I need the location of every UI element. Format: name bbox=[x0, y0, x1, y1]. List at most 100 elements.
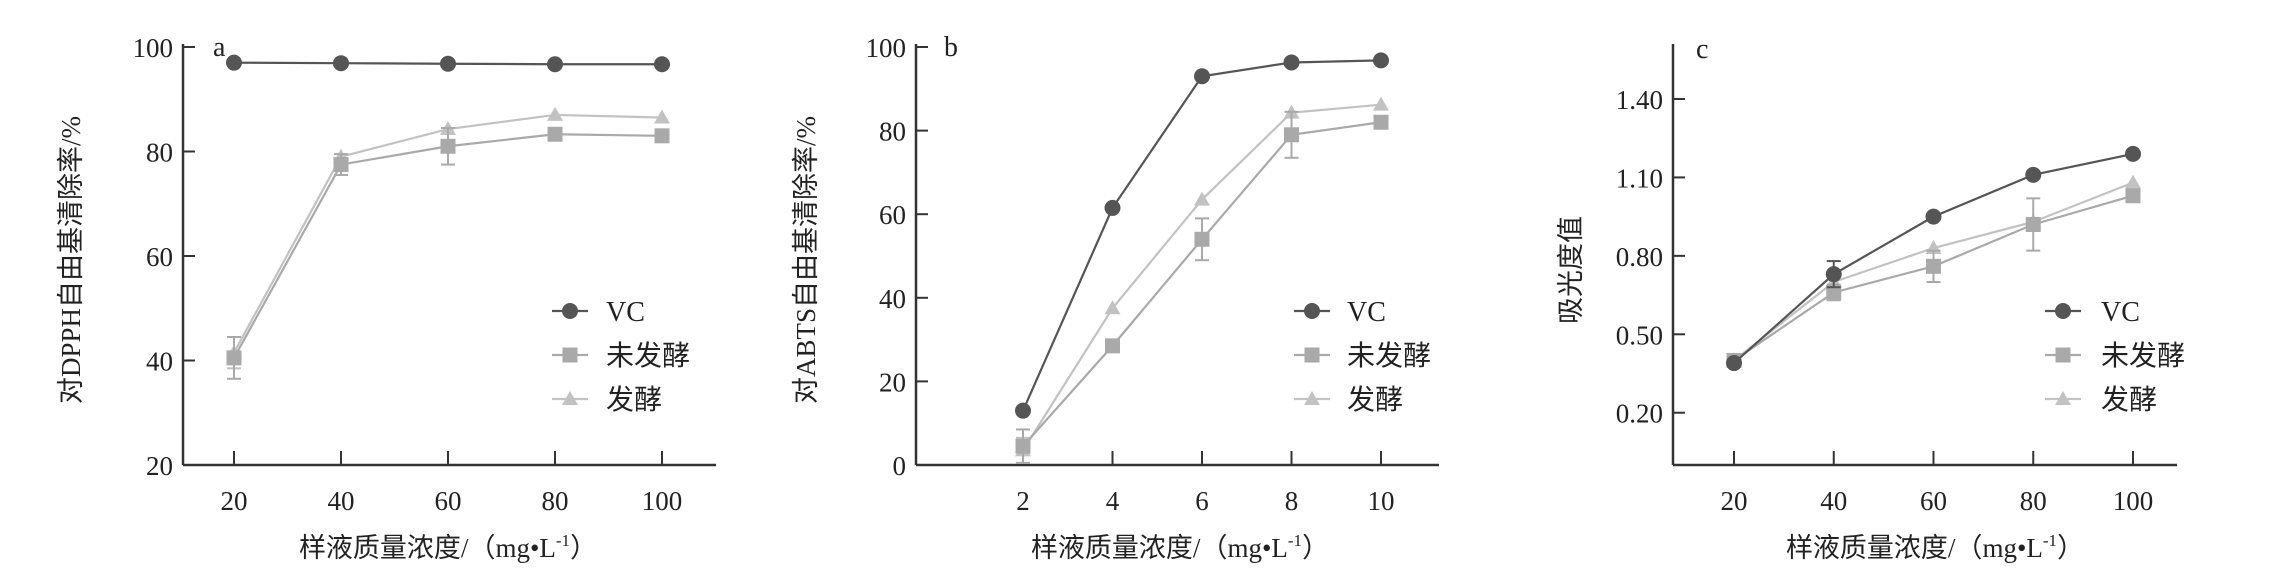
y-tick-label: 1.10 bbox=[1616, 163, 1663, 193]
data-point bbox=[226, 54, 242, 71]
data-point bbox=[1826, 284, 1842, 300]
x-tick-label: 40 bbox=[1820, 486, 1847, 516]
data-point bbox=[654, 56, 670, 73]
y-axis-title: 对ABTS自由基清除率/% bbox=[791, 116, 821, 404]
legend-marker bbox=[1304, 303, 1320, 319]
series-1 bbox=[226, 126, 670, 380]
legend-marker bbox=[2055, 391, 2071, 405]
x-tick-label: 100 bbox=[2113, 486, 2154, 516]
x-tick-label: 80 bbox=[542, 486, 569, 516]
legend-label-fermented: 发酵 bbox=[2101, 384, 2157, 416]
y-tick-label: 40 bbox=[879, 284, 906, 314]
legend-label-vc: VC bbox=[1347, 297, 1386, 328]
x-tick-label: 8 bbox=[1285, 486, 1299, 516]
chart-c-absorbance: c 吸光度值 样液质量浓度/（mg•L-1） VC 未发酵 发酵 0.20 0.5… bbox=[1556, 34, 2185, 563]
data-point bbox=[440, 55, 456, 72]
data-point bbox=[2125, 145, 2141, 162]
data-point bbox=[440, 138, 456, 154]
data-point bbox=[1104, 199, 1121, 216]
data-point bbox=[2025, 166, 2042, 183]
data-point bbox=[2025, 216, 2041, 232]
legend-marker bbox=[562, 347, 578, 363]
data-point bbox=[1926, 258, 1941, 274]
data-point bbox=[333, 55, 349, 72]
data-point bbox=[654, 128, 670, 144]
series-line bbox=[233, 133, 663, 359]
x-tick-label: 2 bbox=[1016, 486, 1030, 516]
data-point bbox=[1726, 355, 1742, 372]
series-0 bbox=[1726, 145, 2141, 372]
y-tick-label: 20 bbox=[146, 451, 173, 481]
x-tick-label: 40 bbox=[328, 486, 355, 516]
y-tick-label: 0 bbox=[893, 451, 907, 481]
data-point bbox=[1105, 338, 1120, 354]
data-point bbox=[1015, 402, 1031, 419]
legend-marker bbox=[1304, 347, 1320, 363]
panel-label: a bbox=[213, 32, 226, 63]
legend-marker bbox=[1304, 391, 1320, 405]
data-point bbox=[1104, 300, 1121, 315]
y-tick-label: 20 bbox=[879, 367, 906, 397]
data-point bbox=[333, 157, 349, 173]
y-tick-label: 100 bbox=[866, 33, 907, 63]
series-0 bbox=[226, 54, 670, 73]
legend-label-fermented: 发酵 bbox=[1347, 384, 1403, 416]
panel-label: b bbox=[944, 32, 958, 63]
legend-marker bbox=[562, 303, 578, 319]
data-point bbox=[1925, 208, 1942, 225]
series-2 bbox=[1015, 96, 1389, 464]
data-point bbox=[1015, 438, 1031, 454]
data-point bbox=[1373, 52, 1389, 69]
legend-label-unfermented: 未发酵 bbox=[2101, 340, 2185, 372]
y-tick-label: 0.80 bbox=[1616, 242, 1663, 272]
chart-a-dpph: a 对DPPH自由基清除率/% 样液质量浓度/（mg•L-1） VC 未发酵 发… bbox=[56, 32, 716, 563]
data-point bbox=[547, 106, 563, 121]
chart-b-abts: b 对ABTS自由基清除率/% 样液质量浓度/（mg•L-1） VC 未发酵 发… bbox=[791, 32, 1439, 563]
x-axis-title: 样液质量浓度/（mg•L-1） bbox=[1031, 531, 1329, 563]
legend-label-vc: VC bbox=[2101, 297, 2140, 328]
x-axis-title: 样液质量浓度/（mg•L-1） bbox=[299, 531, 597, 563]
legend-label-unfermented: 未发酵 bbox=[606, 340, 690, 372]
data-point bbox=[1373, 96, 1389, 111]
y-tick-label: 80 bbox=[879, 117, 906, 147]
data-point bbox=[654, 109, 670, 124]
series-0 bbox=[1015, 52, 1389, 419]
data-point bbox=[1194, 68, 1210, 85]
x-tick-label: 4 bbox=[1106, 486, 1120, 516]
y-tick-label: 80 bbox=[146, 138, 173, 168]
x-tick-label: 6 bbox=[1195, 486, 1209, 516]
data-point bbox=[2125, 188, 2141, 204]
x-tick-label: 100 bbox=[642, 486, 683, 516]
legend-marker bbox=[2055, 347, 2071, 363]
legend-label-unfermented: 未发酵 bbox=[1347, 340, 1431, 372]
y-tick-label: 100 bbox=[133, 33, 174, 63]
y-tick-label: 60 bbox=[146, 242, 173, 272]
y-tick-label: 60 bbox=[879, 200, 906, 230]
x-tick-label: 20 bbox=[221, 486, 248, 516]
panel-label: c bbox=[1696, 34, 1708, 65]
y-tick-label: 0.50 bbox=[1616, 320, 1663, 350]
legend-label-vc: VC bbox=[606, 297, 645, 328]
x-tick-label: 20 bbox=[1721, 486, 1748, 516]
data-point bbox=[226, 350, 242, 366]
x-tick-label: 10 bbox=[1368, 486, 1395, 516]
series-1 bbox=[1015, 110, 1389, 464]
legend-marker bbox=[562, 391, 578, 405]
y-tick-label: 1.40 bbox=[1616, 85, 1663, 115]
x-tick-label: 60 bbox=[1920, 486, 1947, 516]
data-point bbox=[1825, 266, 1842, 283]
x-tick-label: 60 bbox=[435, 486, 462, 516]
data-point bbox=[1373, 114, 1389, 130]
data-point bbox=[547, 126, 563, 142]
data-point bbox=[1284, 127, 1299, 143]
legend-label-fermented: 发酵 bbox=[606, 384, 662, 416]
data-point bbox=[1194, 191, 1210, 206]
y-tick-label: 0.20 bbox=[1616, 399, 1663, 429]
data-point bbox=[1194, 231, 1210, 247]
data-point bbox=[2125, 174, 2141, 189]
y-axis-title: 对DPPH自由基清除率/% bbox=[56, 116, 86, 404]
y-axis-title: 吸光度值 bbox=[1556, 216, 1586, 324]
data-point bbox=[1283, 54, 1300, 71]
y-tick-label: 40 bbox=[146, 347, 173, 377]
